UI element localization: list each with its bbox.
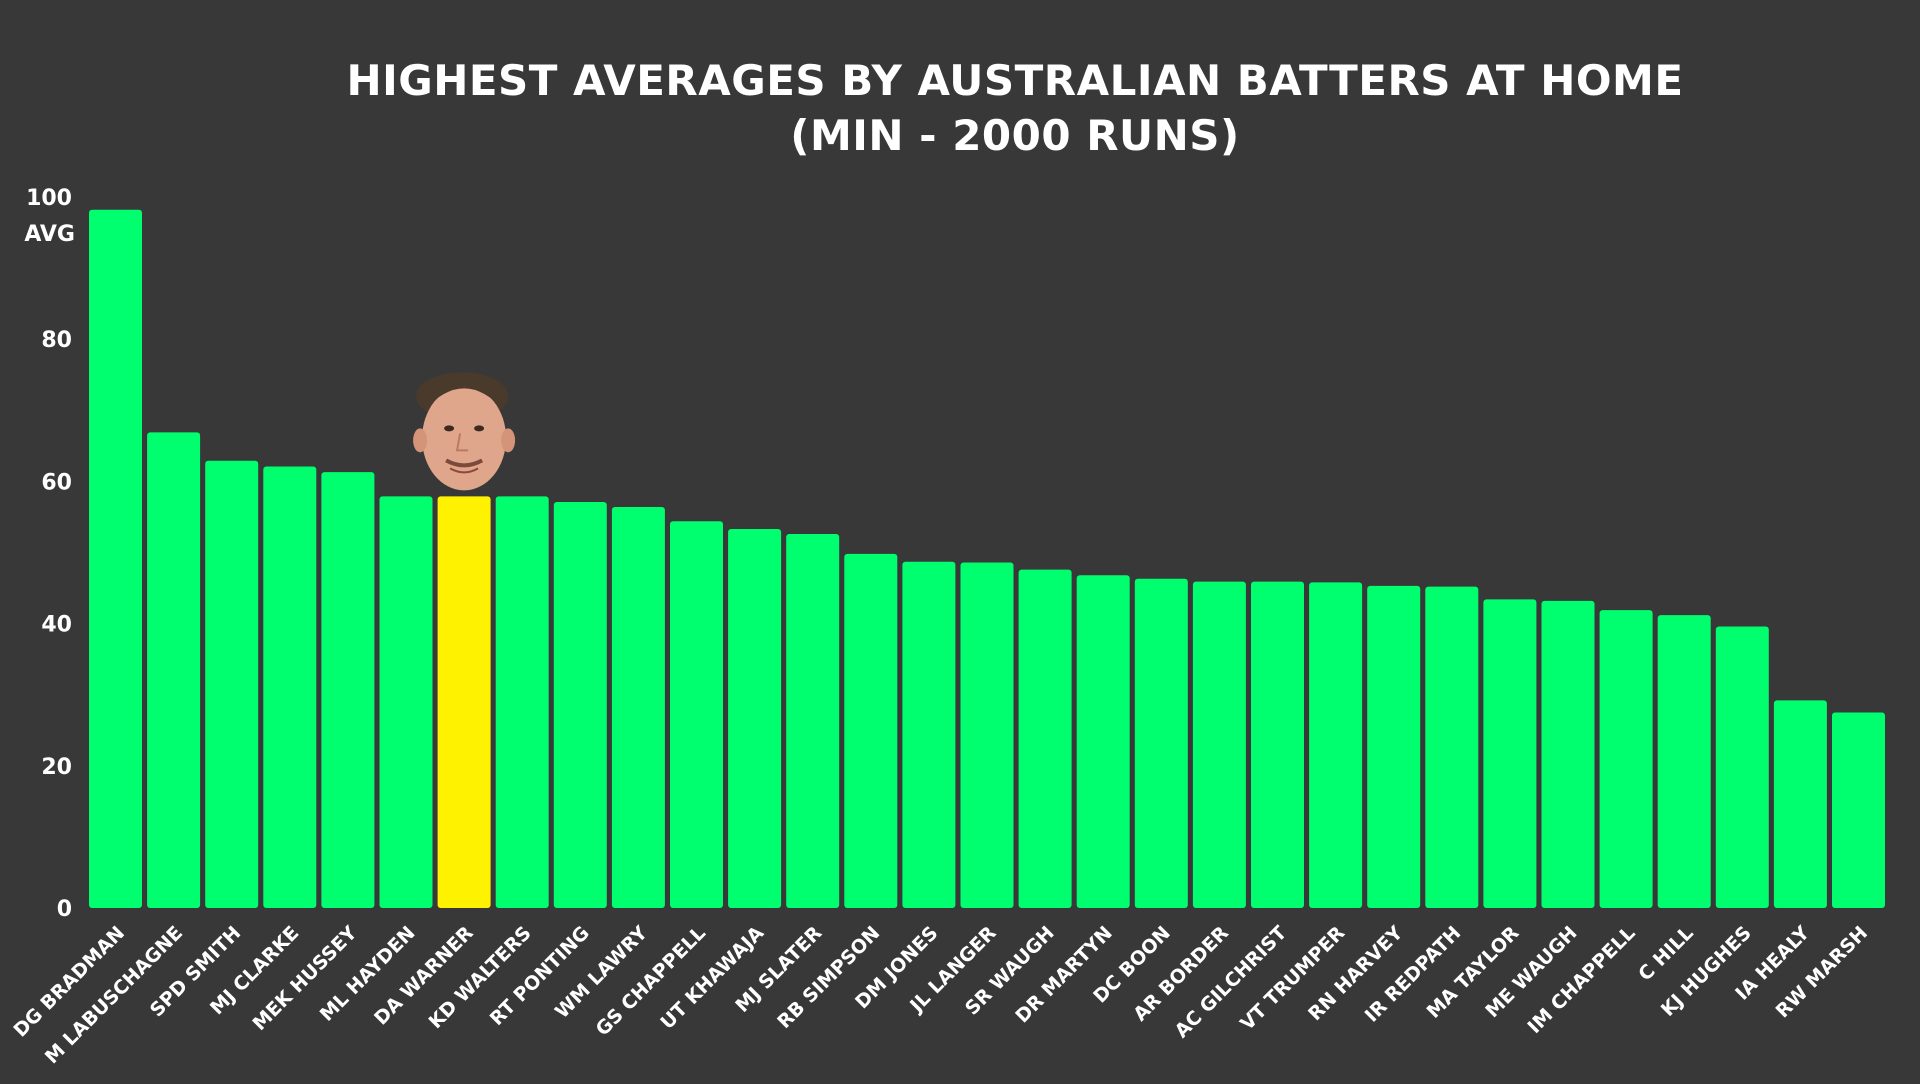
face-moustache <box>445 458 484 468</box>
category-label: VT TRUMPER <box>1236 922 1349 1035</box>
y-tick-label: 80 <box>41 328 72 353</box>
bar-jl-langer <box>960 562 1014 908</box>
bar-dg-bradman <box>89 209 142 909</box>
category-label: RB SIMPSON <box>773 922 884 1033</box>
bar-spd-smith <box>205 460 259 908</box>
face-ear-right <box>501 428 516 453</box>
bar-ir-redpath <box>1425 586 1479 908</box>
y-axis-label: AVG <box>24 222 75 247</box>
face-mouth <box>449 467 479 474</box>
bar-ac-gilchrist <box>1251 581 1304 908</box>
bar-rb-simpson <box>844 553 898 908</box>
y-tick-label: 20 <box>41 755 72 780</box>
chart-subtitle: (MIN - 2000 RUNS) <box>790 111 1240 160</box>
category-label: IM CHAPPELL <box>1524 922 1640 1038</box>
bar-dc-boon <box>1134 578 1188 908</box>
bar-ia-healy <box>1773 700 1827 908</box>
bar-ar-border <box>1192 581 1246 908</box>
bar-mj-slater <box>786 534 840 908</box>
bar-sr-waugh <box>1018 569 1072 908</box>
category-label: UT KHAWAJA <box>656 922 768 1034</box>
bar-dr-martyn <box>1076 575 1130 908</box>
bar-ma-taylor <box>1483 599 1537 908</box>
bar-wm-lawry <box>611 506 665 908</box>
bar-c-hill <box>1657 615 1711 908</box>
face-head <box>422 386 507 491</box>
bar-mek-hussey <box>321 472 375 908</box>
bar-kd-walters <box>495 496 549 908</box>
bar-kj-hughes <box>1715 626 1769 908</box>
player-face-icon <box>413 372 516 491</box>
bar-gs-chappell <box>670 521 723 908</box>
bar-mj-clarke <box>263 466 317 908</box>
y-tick-label: 40 <box>41 613 72 638</box>
bar-dm-jones <box>902 561 956 908</box>
y-axis-ticks: 100 80 60 40 20 0 <box>26 186 72 922</box>
y-tick-label: 60 <box>41 470 72 495</box>
bar-me-waugh <box>1541 600 1595 908</box>
face-eye-right <box>474 425 485 432</box>
bar-da-warner <box>437 496 491 908</box>
bar-rt-ponting <box>553 502 607 908</box>
bar-vt-trumper <box>1309 582 1363 908</box>
y-tick-label: 100 <box>26 186 72 211</box>
category-label: MEK HUSSEY <box>248 922 361 1035</box>
category-label: RT PONTING <box>486 922 594 1030</box>
bar-im-chappell <box>1599 610 1653 908</box>
bars-group <box>89 209 1885 909</box>
category-label: DA WARNER <box>370 922 478 1030</box>
chart-title: HIGHEST AVERAGES BY AUSTRALIAN BATTERS A… <box>346 56 1683 105</box>
face-eye-left <box>444 425 455 432</box>
face-ear-left <box>413 428 428 453</box>
bar-ml-hayden <box>379 496 433 908</box>
category-label: KD WALTERS <box>425 922 536 1033</box>
bar-m-labuschagne <box>147 432 201 908</box>
y-tick-label: 0 <box>57 897 72 922</box>
bar-rw-marsh <box>1832 712 1885 908</box>
face-hairline <box>424 386 505 411</box>
bar-ut-khawaja <box>728 529 782 908</box>
bar-rn-harvey <box>1367 585 1421 908</box>
face-nose <box>455 433 469 452</box>
